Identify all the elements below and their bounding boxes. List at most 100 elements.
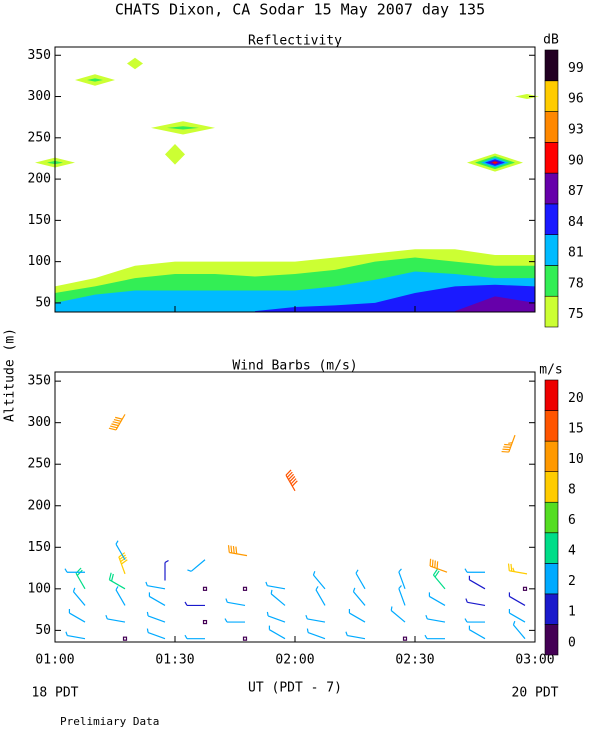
y-tick-label: 100 — [28, 581, 51, 596]
wind-barb — [108, 572, 126, 590]
barb-staff — [315, 589, 326, 606]
x-axis-label: UT (PDT - 7) — [248, 681, 342, 696]
barb-feather — [465, 598, 468, 603]
barb-feather — [266, 611, 269, 617]
wind-barb — [105, 614, 126, 623]
colorbar-swatch — [544, 593, 559, 625]
colorbar-swatch — [544, 563, 559, 595]
calm-marker — [242, 586, 248, 591]
plot-frame — [54, 371, 536, 643]
barb-feather — [184, 601, 188, 606]
contour-feature — [87, 78, 103, 82]
barb-staff — [267, 615, 286, 623]
colorbar-tick-label: 6 — [568, 513, 576, 528]
y-tick-label: 50 — [35, 623, 51, 638]
contour-area — [455, 296, 535, 312]
wind-barb — [429, 558, 448, 573]
colorbar-tick-label: 2 — [568, 574, 576, 589]
wind-barb — [345, 631, 366, 640]
wind-barb — [424, 634, 445, 640]
wind-barb — [224, 618, 245, 623]
barb-staff — [307, 631, 326, 640]
barb-feather — [289, 476, 296, 483]
barb-feather — [121, 559, 128, 565]
barb-staff — [307, 618, 326, 623]
barb-staff — [432, 574, 446, 590]
colorbar-tick-label: 93 — [568, 123, 584, 138]
barb-feather — [230, 545, 233, 553]
barb-staff — [508, 434, 516, 453]
wind-barb — [464, 618, 485, 623]
barb-feather — [120, 556, 127, 563]
contour-feature — [165, 144, 185, 165]
barb-feather — [184, 634, 188, 639]
wind-barb — [202, 586, 208, 591]
barb-feather — [390, 606, 393, 611]
colorbar-swatch — [544, 265, 559, 297]
x-note-right: 20 PDT — [512, 686, 559, 701]
barb-feather — [502, 448, 510, 451]
colorbar-tick-label: 20 — [568, 391, 584, 406]
wind-barb — [266, 611, 286, 623]
y-tick-label: 350 — [28, 374, 51, 389]
y-axis-label: Altitude (m) — [3, 328, 18, 422]
wind-barb — [68, 609, 86, 623]
wind-barb — [164, 560, 169, 581]
barb-feather — [285, 469, 292, 476]
wind-barb — [390, 606, 406, 623]
y-tick-label: 300 — [28, 415, 51, 430]
colorbar-swatch — [544, 410, 559, 442]
wind-barb — [402, 636, 408, 641]
wind-barb — [468, 625, 486, 640]
wind-barb — [306, 628, 326, 640]
barb-staff — [147, 615, 166, 623]
barb-feather — [315, 586, 319, 591]
colorbar-swatch — [544, 471, 559, 503]
barb-feather — [110, 573, 114, 582]
barb-staff — [429, 595, 446, 606]
barb-feather — [270, 589, 273, 594]
y-tick-label: 150 — [28, 213, 51, 228]
wind-barb — [315, 586, 326, 606]
barb-feather — [227, 545, 230, 553]
barb-feather — [65, 631, 68, 636]
wind-barb — [75, 567, 86, 590]
barb-feather — [64, 568, 68, 573]
barb-feather — [508, 442, 513, 444]
contour-feature — [515, 94, 539, 100]
barb-staff — [398, 588, 406, 606]
x-note-left: 18 PDT — [32, 686, 79, 701]
colorbar-tick-label: 15 — [568, 421, 584, 436]
wind-barb — [501, 434, 516, 453]
colorbar-tick-label: 1 — [568, 605, 576, 620]
wind-barb — [522, 586, 528, 591]
barb-staff — [229, 551, 248, 557]
barb-staff — [270, 593, 286, 606]
barb-feather — [164, 560, 169, 564]
barb-feather — [288, 473, 294, 480]
barb-staff — [107, 618, 126, 623]
colorbar-swatch — [544, 142, 559, 174]
wind-barb — [507, 563, 528, 575]
footer-note: Prelimiary Data — [60, 715, 159, 728]
barb-feather — [436, 561, 439, 569]
barb-feather — [464, 568, 468, 573]
wind-barb — [227, 545, 248, 557]
colorbar-swatch — [544, 501, 559, 534]
wind-barb — [146, 611, 166, 623]
barb-feather — [108, 572, 112, 580]
barb-staff — [509, 595, 526, 606]
barb-staff — [352, 591, 366, 606]
calm-marker — [122, 636, 128, 641]
barb-staff — [469, 579, 486, 590]
contour-feature — [492, 161, 498, 164]
y-tick-label: 350 — [28, 48, 51, 63]
barb-staff — [509, 570, 528, 575]
barb-feather — [145, 581, 148, 586]
wind-barb — [465, 598, 486, 607]
colorbar-swatch — [544, 532, 559, 564]
barb-feather — [225, 598, 228, 603]
barb-feather — [512, 620, 516, 626]
contour-feature — [127, 57, 143, 70]
barb-feather — [512, 567, 515, 572]
